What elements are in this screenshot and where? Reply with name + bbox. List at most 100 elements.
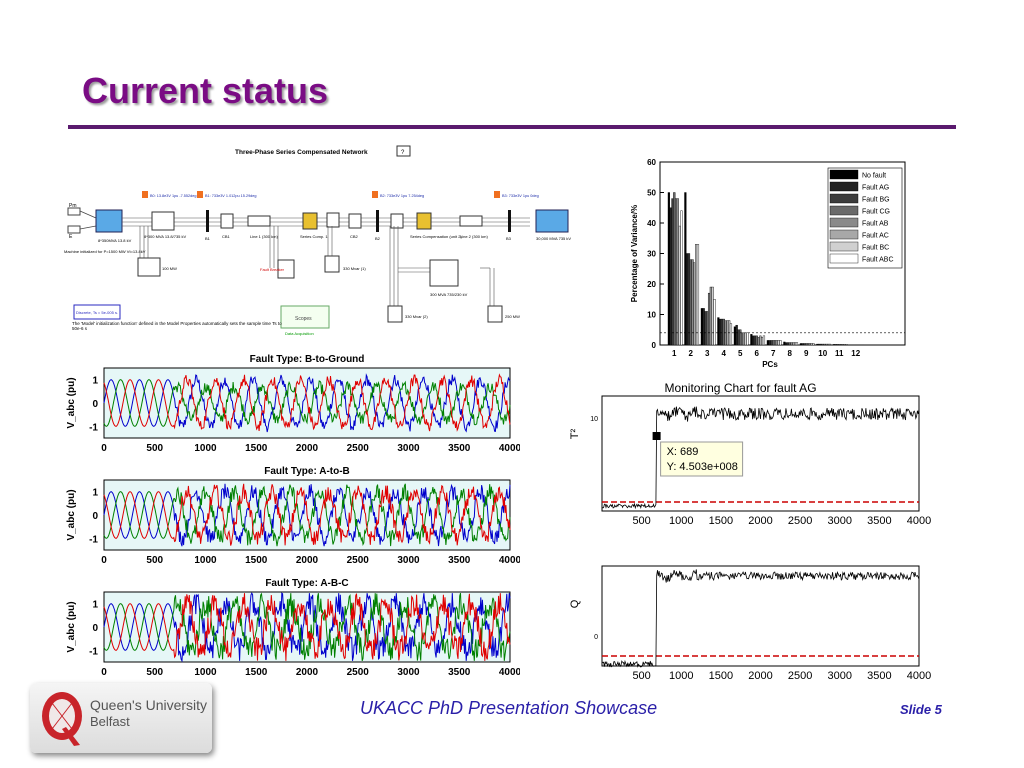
x-tick-label-3: 1500 xyxy=(245,667,268,678)
line2-block[interactable] xyxy=(459,215,483,227)
generator-block[interactable] xyxy=(95,209,123,233)
series-line-b xyxy=(103,592,511,661)
source-label: 30,000 MVA 735 kV xyxy=(536,236,571,241)
scopes-label: Scopes xyxy=(295,316,312,322)
bus-b2[interactable] xyxy=(376,210,379,232)
bar-fault-bg-8 xyxy=(786,342,790,346)
meas-b3: B3: 733e3V 1pu 0deg xyxy=(502,194,539,198)
bar-fault-ag-10 xyxy=(818,343,821,346)
series-comp2-block[interactable] xyxy=(416,212,432,230)
xfmr2-label: 300 MVA 735/230 kV xyxy=(430,292,468,297)
series-comp2-label: Series Compensation (unit 2) xyxy=(410,234,462,239)
load250-block[interactable] xyxy=(487,305,503,323)
x-tick-label-6: 3500 xyxy=(867,515,891,527)
help-button[interactable] xyxy=(396,145,411,157)
bar-no-fault-6 xyxy=(750,334,753,346)
xfmr-label: 8*300 MVA 13.8/735 kV xyxy=(144,234,187,239)
bar-fault-ag-9 xyxy=(801,343,804,346)
xfmr-block[interactable] xyxy=(151,211,175,231)
meas-b0: B0: 13.8e3V 1pu -7.552deg xyxy=(150,194,196,198)
bar-fault-bc-5 xyxy=(744,332,747,346)
series-comp1-block[interactable] xyxy=(302,212,318,230)
series-line-b xyxy=(103,379,511,427)
y-tick-label-5: 50 xyxy=(647,189,656,198)
pca-variance-chart: 0 10 20 30 40 50 60 Percentage of Variance/% PCs… xyxy=(630,158,906,369)
meas-b2-icon[interactable] xyxy=(372,191,378,198)
bar-fault-bg-1 xyxy=(671,198,674,346)
y-axis-label: V_abc (pu) xyxy=(66,489,77,540)
help-button-label: ? xyxy=(401,150,405,156)
cb2-block[interactable] xyxy=(348,213,362,229)
bar-fault-ag-7 xyxy=(768,340,771,346)
bar-fault-cg-6 xyxy=(755,335,758,346)
bar-fault-bc-7 xyxy=(777,340,780,346)
bar-fault-bg-11 xyxy=(836,344,839,346)
pm-label: Pm xyxy=(69,203,77,209)
x-tick-label-2: 1500 xyxy=(709,670,733,682)
data-acq-label: Data Acquisition xyxy=(285,331,314,336)
x-tick-label-11: 12 xyxy=(851,349,860,358)
x-tick-label-4: 5 xyxy=(738,349,743,358)
bar-fault-ab-10 xyxy=(823,343,826,346)
cb1-block[interactable] xyxy=(220,213,234,229)
network-diagram: Three-Phase Series Compensated Network ?… xyxy=(64,145,571,336)
fault-breaker-block[interactable] xyxy=(277,259,295,279)
xfmr2-block[interactable] xyxy=(429,259,459,287)
bus-b1[interactable] xyxy=(206,210,209,232)
x-tick-label-6: 3000 xyxy=(397,443,420,454)
bar-fault-bc-2 xyxy=(695,244,698,346)
x-tick-label-3: 1500 xyxy=(245,555,268,566)
plot-area xyxy=(601,565,920,667)
x-tick-label-1: 500 xyxy=(146,667,163,678)
legend-swatch-5 xyxy=(829,229,859,240)
bus-b3[interactable] xyxy=(508,210,511,232)
legend-label-1: Fault AG xyxy=(862,185,889,192)
statistic-line xyxy=(601,406,920,510)
x-tick-label-7: 3500 xyxy=(448,443,471,454)
bar-fault-ag-8 xyxy=(785,342,788,346)
bar-fault-ag-2 xyxy=(686,253,689,346)
x-tick-label-1: 1000 xyxy=(669,515,693,527)
line1-block[interactable] xyxy=(247,215,271,227)
bar-fault-abc-11 xyxy=(845,344,848,346)
x-tick-label-4: 2000 xyxy=(296,443,319,454)
discrete-block[interactable] xyxy=(73,304,121,320)
bar-no-fault-8 xyxy=(783,341,786,346)
datatip-x: X: 689 xyxy=(667,446,699,458)
x-tick-label-5: 2500 xyxy=(347,443,370,454)
pm-port xyxy=(67,207,81,216)
slide-title: Current status xyxy=(82,70,329,111)
load100-label: 100 MW xyxy=(162,266,177,271)
scopes-block[interactable] xyxy=(280,305,330,329)
x-tick-label-1: 1000 xyxy=(669,670,693,682)
x-tick-label-0: 0 xyxy=(101,555,107,566)
datatip-y: Y: 4.503e+008 xyxy=(667,461,738,473)
plot-area xyxy=(601,395,920,512)
bar-fault-ag-11 xyxy=(834,344,837,346)
x-tick-label-0: 0 xyxy=(101,443,107,454)
mvar330-2-block[interactable] xyxy=(387,305,403,323)
bar-no-fault-3 xyxy=(700,308,703,346)
y-tick-label-1: 0 xyxy=(92,399,98,410)
x-tick-label-5: 6 xyxy=(755,349,760,358)
bar-fault-ab-3 xyxy=(707,292,711,346)
meas-b1-icon[interactable] xyxy=(197,191,203,198)
bar-fault-ac-7 xyxy=(775,340,778,346)
meas-b3-icon[interactable] xyxy=(494,191,500,198)
chart-title: Monitoring Chart for fault AG xyxy=(664,381,816,395)
series-line-a xyxy=(103,483,511,547)
mvar330-1-block[interactable] xyxy=(324,255,340,273)
y-tick-label-2: -1 xyxy=(89,646,98,657)
meas-b0-icon[interactable] xyxy=(142,191,148,198)
x-tick-label-0: 500 xyxy=(632,670,650,682)
b3-label: B3 xyxy=(506,236,512,241)
source-block[interactable] xyxy=(535,209,569,233)
load100-block[interactable] xyxy=(137,257,161,277)
x-tick-label-2: 3 xyxy=(705,349,710,358)
bar-fault-ac-11 xyxy=(841,344,844,346)
bar-no-fault-10 xyxy=(816,343,819,346)
bar-no-fault-5 xyxy=(733,326,736,346)
y-tick-label-6: 60 xyxy=(647,158,656,167)
y-tick-exponent: 0 xyxy=(594,634,598,641)
